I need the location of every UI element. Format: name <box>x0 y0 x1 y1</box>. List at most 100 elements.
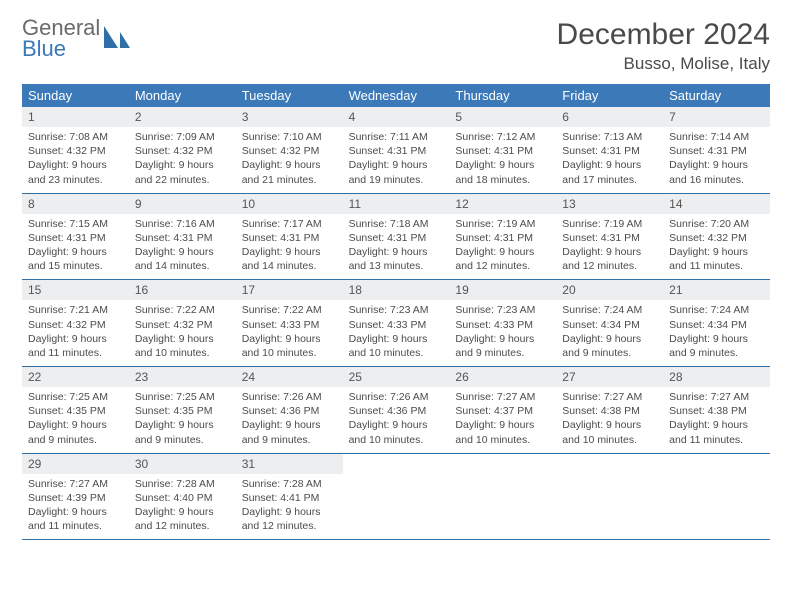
day-cell: 26Sunrise: 7:27 AMSunset: 4:37 PMDayligh… <box>449 367 556 453</box>
daylight-line: and 23 minutes. <box>28 173 123 187</box>
week-row: 8Sunrise: 7:15 AMSunset: 4:31 PMDaylight… <box>22 194 770 281</box>
day-body: Sunrise: 7:26 AMSunset: 4:36 PMDaylight:… <box>236 387 343 453</box>
day-cell: 13Sunrise: 7:19 AMSunset: 4:31 PMDayligh… <box>556 194 663 280</box>
daylight-line: Daylight: 9 hours <box>669 158 764 172</box>
sunset-line: Sunset: 4:39 PM <box>28 491 123 505</box>
day-body: Sunrise: 7:10 AMSunset: 4:32 PMDaylight:… <box>236 127 343 193</box>
day-cell: 12Sunrise: 7:19 AMSunset: 4:31 PMDayligh… <box>449 194 556 280</box>
daylight-line: Daylight: 9 hours <box>669 332 764 346</box>
daylight-line: Daylight: 9 hours <box>562 158 657 172</box>
day-body: Sunrise: 7:21 AMSunset: 4:32 PMDaylight:… <box>22 300 129 366</box>
calendar-grid: SundayMondayTuesdayWednesdayThursdayFrid… <box>22 84 770 540</box>
sunrise-line: Sunrise: 7:27 AM <box>669 390 764 404</box>
sunrise-line: Sunrise: 7:24 AM <box>669 303 764 317</box>
daylight-line: Daylight: 9 hours <box>242 245 337 259</box>
daylight-line: Daylight: 9 hours <box>349 332 444 346</box>
day-number: 27 <box>556 367 663 387</box>
day-cell: 1Sunrise: 7:08 AMSunset: 4:32 PMDaylight… <box>22 107 129 193</box>
daylight-line: Daylight: 9 hours <box>349 158 444 172</box>
day-number: 14 <box>663 194 770 214</box>
sunset-line: Sunset: 4:33 PM <box>349 318 444 332</box>
week-row: 15Sunrise: 7:21 AMSunset: 4:32 PMDayligh… <box>22 280 770 367</box>
daylight-line: and 14 minutes. <box>242 259 337 273</box>
daylight-line: and 9 minutes. <box>28 433 123 447</box>
day-cell: 29Sunrise: 7:27 AMSunset: 4:39 PMDayligh… <box>22 454 129 540</box>
week-row: 1Sunrise: 7:08 AMSunset: 4:32 PMDaylight… <box>22 107 770 194</box>
day-number: 5 <box>449 107 556 127</box>
sunrise-line: Sunrise: 7:21 AM <box>28 303 123 317</box>
daylight-line: and 9 minutes. <box>242 433 337 447</box>
day-body: Sunrise: 7:12 AMSunset: 4:31 PMDaylight:… <box>449 127 556 193</box>
day-number: 12 <box>449 194 556 214</box>
daylight-line: Daylight: 9 hours <box>242 418 337 432</box>
day-body: Sunrise: 7:27 AMSunset: 4:37 PMDaylight:… <box>449 387 556 453</box>
sunset-line: Sunset: 4:33 PM <box>242 318 337 332</box>
daylight-line: and 10 minutes. <box>242 346 337 360</box>
daylight-line: and 9 minutes. <box>455 346 550 360</box>
sunset-line: Sunset: 4:31 PM <box>28 231 123 245</box>
sunset-line: Sunset: 4:31 PM <box>242 231 337 245</box>
daylight-line: Daylight: 9 hours <box>349 245 444 259</box>
week-row: 22Sunrise: 7:25 AMSunset: 4:35 PMDayligh… <box>22 367 770 454</box>
weekday-header-row: SundayMondayTuesdayWednesdayThursdayFrid… <box>22 84 770 107</box>
day-body: Sunrise: 7:28 AMSunset: 4:41 PMDaylight:… <box>236 474 343 540</box>
sunset-line: Sunset: 4:34 PM <box>669 318 764 332</box>
sunrise-line: Sunrise: 7:10 AM <box>242 130 337 144</box>
day-body: Sunrise: 7:27 AMSunset: 4:38 PMDaylight:… <box>556 387 663 453</box>
daylight-line: Daylight: 9 hours <box>562 245 657 259</box>
sunrise-line: Sunrise: 7:22 AM <box>242 303 337 317</box>
sunset-line: Sunset: 4:31 PM <box>455 144 550 158</box>
day-number: 21 <box>663 280 770 300</box>
sunrise-line: Sunrise: 7:15 AM <box>28 217 123 231</box>
sunrise-line: Sunrise: 7:27 AM <box>562 390 657 404</box>
weekday-header: Tuesday <box>236 84 343 107</box>
daylight-line: and 11 minutes. <box>28 346 123 360</box>
day-body: Sunrise: 7:28 AMSunset: 4:40 PMDaylight:… <box>129 474 236 540</box>
day-cell: 31Sunrise: 7:28 AMSunset: 4:41 PMDayligh… <box>236 454 343 540</box>
day-body: Sunrise: 7:11 AMSunset: 4:31 PMDaylight:… <box>343 127 450 193</box>
day-number: 24 <box>236 367 343 387</box>
day-body: Sunrise: 7:18 AMSunset: 4:31 PMDaylight:… <box>343 214 450 280</box>
weeks-container: 1Sunrise: 7:08 AMSunset: 4:32 PMDaylight… <box>22 107 770 540</box>
weekday-header: Saturday <box>663 84 770 107</box>
daylight-line: and 19 minutes. <box>349 173 444 187</box>
day-body: Sunrise: 7:26 AMSunset: 4:36 PMDaylight:… <box>343 387 450 453</box>
daylight-line: Daylight: 9 hours <box>28 505 123 519</box>
sunset-line: Sunset: 4:31 PM <box>349 144 444 158</box>
day-cell: 28Sunrise: 7:27 AMSunset: 4:38 PMDayligh… <box>663 367 770 453</box>
daylight-line: Daylight: 9 hours <box>135 332 230 346</box>
sunset-line: Sunset: 4:31 PM <box>669 144 764 158</box>
day-cell: 17Sunrise: 7:22 AMSunset: 4:33 PMDayligh… <box>236 280 343 366</box>
day-cell: 30Sunrise: 7:28 AMSunset: 4:40 PMDayligh… <box>129 454 236 540</box>
day-number: 25 <box>343 367 450 387</box>
day-cell: 19Sunrise: 7:23 AMSunset: 4:33 PMDayligh… <box>449 280 556 366</box>
day-number: 8 <box>22 194 129 214</box>
day-body: Sunrise: 7:23 AMSunset: 4:33 PMDaylight:… <box>449 300 556 366</box>
daylight-line: Daylight: 9 hours <box>135 505 230 519</box>
week-row: 29Sunrise: 7:27 AMSunset: 4:39 PMDayligh… <box>22 454 770 541</box>
daylight-line: Daylight: 9 hours <box>28 158 123 172</box>
daylight-line: Daylight: 9 hours <box>28 332 123 346</box>
sunset-line: Sunset: 4:32 PM <box>242 144 337 158</box>
daylight-line: and 10 minutes. <box>455 433 550 447</box>
daylight-line: and 22 minutes. <box>135 173 230 187</box>
sunset-line: Sunset: 4:37 PM <box>455 404 550 418</box>
day-body: Sunrise: 7:16 AMSunset: 4:31 PMDaylight:… <box>129 214 236 280</box>
daylight-line: and 11 minutes. <box>669 433 764 447</box>
day-cell: 5Sunrise: 7:12 AMSunset: 4:31 PMDaylight… <box>449 107 556 193</box>
sunrise-line: Sunrise: 7:25 AM <box>28 390 123 404</box>
daylight-line: Daylight: 9 hours <box>455 332 550 346</box>
day-number: 11 <box>343 194 450 214</box>
empty-cell <box>343 454 450 540</box>
day-cell: 27Sunrise: 7:27 AMSunset: 4:38 PMDayligh… <box>556 367 663 453</box>
sunrise-line: Sunrise: 7:19 AM <box>562 217 657 231</box>
daylight-line: Daylight: 9 hours <box>562 332 657 346</box>
day-body: Sunrise: 7:13 AMSunset: 4:31 PMDaylight:… <box>556 127 663 193</box>
day-cell: 21Sunrise: 7:24 AMSunset: 4:34 PMDayligh… <box>663 280 770 366</box>
day-number: 15 <box>22 280 129 300</box>
sunset-line: Sunset: 4:32 PM <box>135 318 230 332</box>
location-subtitle: Busso, Molise, Italy <box>557 54 770 74</box>
day-body: Sunrise: 7:24 AMSunset: 4:34 PMDaylight:… <box>663 300 770 366</box>
sunrise-line: Sunrise: 7:23 AM <box>349 303 444 317</box>
weekday-header: Friday <box>556 84 663 107</box>
